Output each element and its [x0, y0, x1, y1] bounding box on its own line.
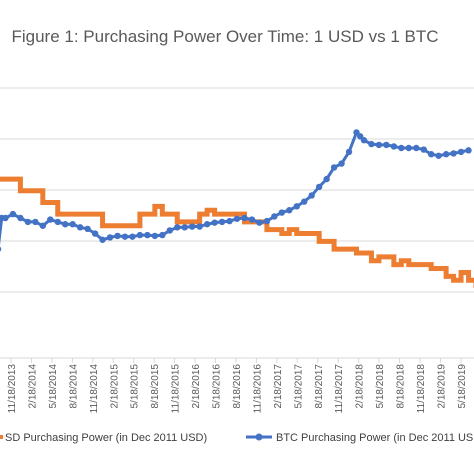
data-point-btc [435, 152, 442, 159]
data-point-btc [106, 234, 114, 241]
series-line-usd [0, 176, 474, 288]
x-tick-label: 2/18/2015 [109, 364, 120, 409]
data-point-btc [181, 224, 188, 231]
x-tick-label: 11/18/2018 [416, 364, 427, 414]
x-tick-label: 11/18/2017 [334, 364, 345, 414]
data-point-btc [413, 144, 420, 152]
x-tick-label: 2/18/2018 [355, 364, 366, 409]
x-axis-ticks: 11/18/2013 2/18/2014 5/18/2014 8/18/2014 11/… [7, 358, 468, 413]
x-tick-label: 5/18/2018 [375, 364, 386, 409]
data-point-btc [47, 216, 54, 223]
data-point-btc [390, 143, 398, 150]
data-point-btc [330, 164, 338, 171]
data-point-btc [159, 231, 166, 239]
x-tick-label: 11/18/2016 [252, 364, 263, 414]
data-point-btc [465, 147, 472, 154]
data-point-btc [144, 231, 151, 239]
data-point-btc [129, 233, 136, 240]
data-point-btc [203, 221, 211, 228]
data-point-btc [457, 148, 465, 156]
x-tick-label: 5/18/2014 [48, 364, 59, 409]
data-point-btc [293, 203, 300, 210]
x-tick-label: 2/18/2019 [436, 364, 447, 409]
data-point-btc [39, 222, 47, 229]
series-layer [0, 129, 474, 288]
gridlines [0, 87, 474, 293]
data-point-btc [286, 207, 293, 214]
x-tick-label: 8/18/2015 [150, 364, 161, 409]
data-point-btc [76, 224, 84, 231]
x-tick-label: 2/18/2014 [27, 364, 38, 409]
data-point-btc [271, 213, 278, 220]
data-point-btc [0, 246, 2, 252]
data-point-btc [226, 217, 233, 225]
legend-marker-btc [255, 433, 263, 441]
data-point-btc [174, 224, 181, 231]
data-point-btc [151, 232, 159, 240]
data-point-btc [233, 215, 241, 222]
data-point-btc [308, 192, 315, 199]
chart-title: Figure 1: Purchasing Power Over Time: 1 … [11, 27, 438, 46]
data-point-btc [69, 221, 76, 228]
data-point-btc [54, 218, 61, 226]
data-point-btc [62, 221, 69, 228]
data-point-btc [360, 137, 368, 144]
data-point-btc [211, 219, 218, 226]
data-point-btc [301, 198, 308, 205]
x-tick-label: 5/18/2019 [457, 364, 468, 409]
data-point-btc [17, 214, 24, 222]
data-point-btc [24, 218, 32, 226]
data-point-btc [9, 210, 17, 218]
data-point-btc [241, 214, 248, 222]
data-point-btc [263, 217, 271, 225]
x-tick-label: 5/18/2017 [293, 364, 304, 409]
data-point-btc [218, 218, 226, 226]
data-point-btc [323, 175, 330, 183]
data-point-btc [345, 148, 353, 156]
data-point-btc [368, 140, 375, 148]
data-point-btc [248, 216, 256, 223]
data-point-btc [2, 214, 9, 222]
data-point-btc [375, 141, 383, 149]
x-tick-label: 11/18/2014 [89, 364, 100, 414]
data-point-btc [166, 227, 173, 234]
data-point-btc [427, 151, 435, 158]
data-point-btc [450, 150, 457, 157]
x-tick-label: 2/18/2017 [273, 364, 284, 409]
x-tick-label: 5/18/2015 [130, 364, 141, 409]
x-tick-label: 5/18/2016 [212, 364, 223, 409]
data-point-btc [338, 160, 345, 167]
legend-label-btc: BTC Purchasing Power (in Dec 2011 USD) [276, 432, 474, 444]
data-point-btc [315, 183, 323, 191]
x-tick-label: 8/18/2017 [314, 364, 325, 409]
data-point-btc [91, 230, 99, 237]
data-point-btc [136, 231, 144, 239]
data-point-btc [196, 223, 203, 230]
legend: SD Purchasing Power (in Dec 2011 USD) BT… [0, 432, 474, 444]
x-tick-label: 8/18/2014 [68, 364, 79, 409]
x-tick-label: 2/18/2016 [191, 364, 202, 409]
data-point-btc [278, 209, 286, 216]
data-point-btc [121, 233, 129, 240]
x-tick-label: 11/18/2015 [171, 364, 182, 414]
data-point-btc [114, 232, 121, 240]
data-point-btc [256, 219, 263, 226]
data-point-btc [442, 151, 450, 158]
data-point-btc [405, 144, 412, 152]
data-point-btc [99, 236, 106, 243]
data-point-btc [420, 146, 427, 153]
legend-label-usd: SD Purchasing Power (in Dec 2011 USD) [5, 432, 207, 444]
data-point-btc [32, 218, 39, 226]
data-point-btc [84, 225, 91, 233]
x-tick-label: 11/18/2013 [7, 364, 18, 414]
data-point-btc [188, 223, 196, 230]
data-point-btc [383, 141, 390, 149]
data-point-btc [398, 144, 405, 152]
x-tick-label: 8/18/2018 [396, 364, 407, 409]
x-tick-label: 8/18/2016 [232, 364, 243, 409]
